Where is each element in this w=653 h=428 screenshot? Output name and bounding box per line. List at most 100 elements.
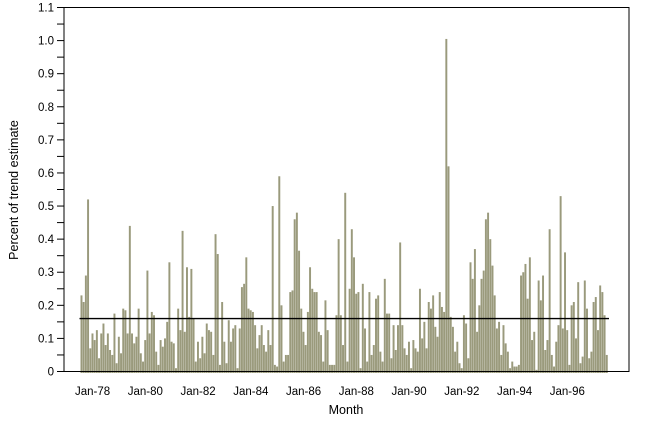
bar — [390, 358, 393, 373]
bar — [148, 333, 151, 373]
bar — [509, 368, 512, 373]
y-tick-label: 0.8 — [38, 102, 54, 114]
bar — [80, 295, 83, 373]
bar — [249, 310, 252, 373]
bar — [295, 212, 298, 373]
y-tick-label: 1.0 — [38, 36, 54, 48]
bar — [302, 331, 305, 373]
bar — [440, 306, 443, 373]
bar — [124, 310, 127, 373]
bar — [269, 345, 272, 373]
bar — [381, 361, 384, 373]
bar — [339, 315, 342, 373]
bar — [142, 361, 144, 373]
bar — [115, 363, 118, 373]
bar — [500, 354, 503, 373]
bar — [397, 325, 399, 373]
bar — [454, 351, 457, 373]
bar — [177, 308, 180, 373]
bar — [258, 335, 261, 373]
bar — [203, 353, 206, 373]
bar — [254, 325, 257, 373]
bar — [353, 257, 355, 373]
plot-box — [63, 7, 630, 372]
bar — [205, 323, 208, 373]
bar — [331, 364, 334, 373]
bar — [423, 321, 426, 373]
bar — [515, 366, 518, 373]
bar — [513, 366, 516, 373]
x-tick-label: Jan-96 — [550, 386, 585, 398]
bar — [348, 288, 351, 373]
bar — [179, 330, 182, 373]
bar — [87, 199, 90, 373]
bar — [572, 302, 575, 373]
bar — [377, 295, 380, 373]
x-tick-label: Jan-88 — [339, 386, 374, 398]
bar — [386, 313, 388, 373]
bar — [467, 358, 470, 373]
x-tick-label: Jan-92 — [444, 386, 479, 398]
bar — [284, 354, 287, 373]
bar — [407, 341, 410, 373]
bar — [232, 328, 235, 373]
bar — [293, 219, 296, 373]
bar — [531, 340, 534, 373]
bar — [298, 250, 301, 373]
bar — [489, 239, 492, 373]
bar — [548, 229, 551, 373]
bar — [403, 348, 406, 373]
bar — [181, 230, 184, 373]
x-tick-label: Jan-86 — [286, 386, 321, 398]
bar — [460, 368, 463, 373]
bar — [478, 305, 481, 373]
bar — [555, 341, 558, 373]
bar — [196, 341, 199, 373]
bar — [317, 331, 320, 373]
bar — [117, 336, 120, 373]
bar — [313, 292, 316, 373]
x-tick-label: Jan-90 — [392, 386, 427, 398]
bar — [368, 292, 371, 373]
bar — [471, 278, 474, 373]
bar — [427, 302, 430, 373]
bar — [546, 340, 549, 373]
bar — [579, 363, 582, 373]
bar — [487, 212, 490, 373]
bar — [267, 330, 270, 373]
bar — [469, 262, 472, 373]
bar — [104, 345, 107, 373]
bar — [287, 354, 290, 373]
bar — [223, 341, 226, 373]
bar — [436, 336, 439, 373]
bar — [262, 345, 265, 373]
y-tick-label: 0.7 — [38, 135, 54, 147]
bar — [153, 315, 155, 373]
bar — [271, 206, 274, 373]
bar — [484, 219, 487, 373]
bar — [186, 267, 188, 373]
bar — [282, 361, 285, 373]
bar — [300, 308, 303, 373]
bar — [168, 262, 171, 373]
bar — [451, 326, 454, 373]
bar — [192, 318, 195, 373]
bar — [597, 330, 599, 373]
bar — [320, 335, 323, 373]
bar — [291, 290, 294, 373]
bar — [111, 354, 114, 373]
bar — [225, 363, 228, 373]
bar — [227, 320, 230, 373]
bar — [278, 176, 281, 373]
bar — [383, 278, 386, 373]
bar — [443, 311, 446, 373]
x-tick-label: Jan-80 — [128, 386, 163, 398]
bar — [559, 196, 562, 373]
bar — [414, 348, 417, 373]
bar — [91, 333, 94, 373]
bar — [388, 313, 391, 373]
bar — [109, 349, 112, 373]
bar — [172, 343, 175, 373]
bar — [590, 351, 593, 373]
